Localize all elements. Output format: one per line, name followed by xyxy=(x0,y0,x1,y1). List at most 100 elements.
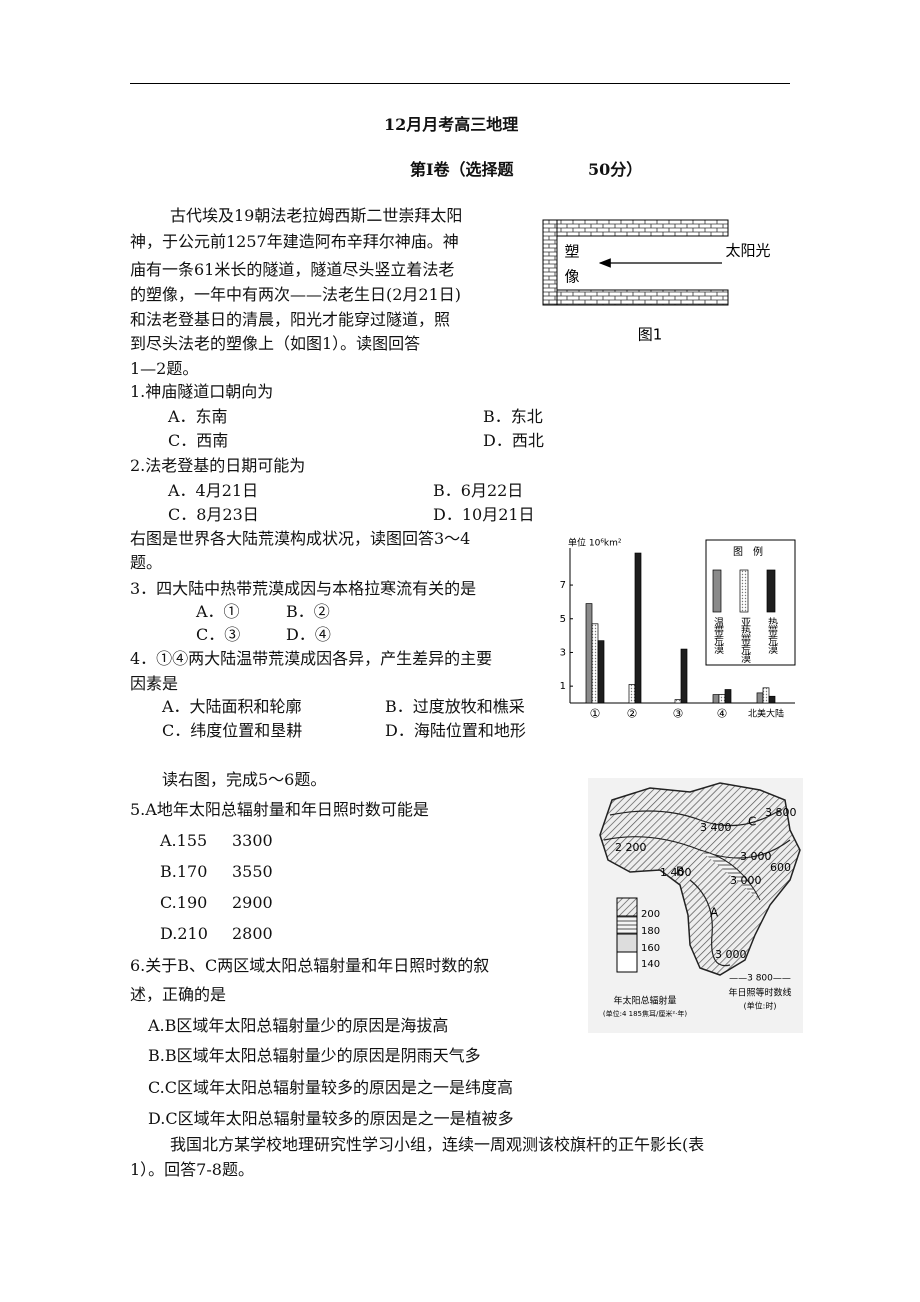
region-label: B xyxy=(676,865,684,879)
isoline xyxy=(689,879,731,967)
y-tick-label: 3 xyxy=(560,647,566,658)
legend-swatch xyxy=(616,933,638,953)
passage-line: 到尽头法老的塑像上（如图1）。读图回答 xyxy=(130,334,421,353)
passage-line: 我国北方某学校地理研究性学习小组，连续一周观测该校旗杆的正午影长(表 xyxy=(170,1135,705,1154)
bar xyxy=(591,623,599,704)
figure-caption: 图1 xyxy=(638,326,663,344)
bar xyxy=(674,699,682,704)
option: C.C区域年太阳总辐射量较多的原因是之一是纬度高 xyxy=(148,1078,514,1097)
question-stem: 述，正确的是 xyxy=(130,985,227,1004)
legend-label: 亚热带荒漠 xyxy=(739,617,751,664)
option-value: 2900 xyxy=(232,893,273,912)
intro: 题。 xyxy=(130,553,163,572)
legend-unit: (单位:4 185焦耳/厘米²·年) xyxy=(603,1009,688,1018)
option: B．东北 xyxy=(483,407,543,426)
legend-swatch xyxy=(616,915,638,935)
option: A．① xyxy=(196,602,240,621)
option-value: 2800 xyxy=(232,924,273,943)
option-value: 3550 xyxy=(232,862,273,881)
option: D.210 xyxy=(160,924,208,943)
option: B.170 xyxy=(160,862,208,881)
passage-line: 和法老登基日的清晨，阳光才能穿过隧道，照 xyxy=(130,310,451,329)
legend-swatch xyxy=(616,951,638,973)
passage-line: 的塑像，一年中有两次——法老生日(2月21日) xyxy=(130,285,462,304)
option: A．大陆面积和轮廓 xyxy=(162,697,302,716)
legend-label: 热带荒漠 xyxy=(766,616,778,655)
section: 第Ⅰ卷（选择题 xyxy=(410,160,514,179)
isoline-label: 3 400 xyxy=(700,821,732,834)
isoline-label: 3 000 xyxy=(730,874,762,887)
option: D．海陆位置和地形 xyxy=(385,721,526,740)
passage-line: 古代埃及19朝法老拉姆西斯二世崇拜太阳 xyxy=(170,206,463,225)
isoline-label: 3 000 xyxy=(740,850,772,863)
passage-line: 1—2题。 xyxy=(130,359,199,378)
y-tick-label: 7 xyxy=(560,580,566,591)
wall xyxy=(542,289,729,306)
y-tick-label: 5 xyxy=(560,614,566,625)
isoline-unit: (单位:时) xyxy=(744,1001,777,1011)
x-tick-label: ④ xyxy=(717,707,728,721)
legend-label: 160 xyxy=(641,943,660,954)
statue-label: 像 xyxy=(564,268,579,286)
region-label: A xyxy=(710,906,719,920)
isoline-label: 1 400 xyxy=(660,866,692,879)
question-stem: 5.A地年太阳总辐射量和年日照时数可能是 xyxy=(130,800,429,819)
isoline-label: 3 000 xyxy=(715,948,747,961)
passage-line: 庙有一条61米长的隧道，隧道尽头竖立着法老 xyxy=(130,260,455,279)
question-stem: 6.关于B、C两区域太阳总辐射量和年日照时数的叙 xyxy=(130,956,490,975)
y-tick-label: 1 xyxy=(560,681,566,692)
isoline-label: 2 200 xyxy=(615,841,647,854)
legend-title: 图 例 xyxy=(733,545,763,558)
question-stem: 4．①④两大陆温带荒漠成因各异，产生差异的主要 xyxy=(130,649,493,668)
legend-swatch xyxy=(712,569,722,613)
figure-1: 塑 像 太阳光 图1 xyxy=(542,219,771,344)
passage-line: 1）。回答7-8题。 xyxy=(130,1160,254,1179)
isoline-sample: ——3 800—— xyxy=(729,974,791,984)
legend-title: 年太阳总辐射量 xyxy=(613,995,676,1007)
legend-swatch xyxy=(739,569,749,613)
intro: 右图是世界各大陆荒漠构成状况，读图回答3～4 xyxy=(130,529,471,548)
africa-map: 3 400 2 200 3 000 1 400 3 800 3 000 600 … xyxy=(588,778,803,1033)
desert-chart: 单位 10⁶km² 图 例 1 3 5 7 ① ② ③ ④ 北美大陆 温带荒漠 亚热带荒漠 热带荒漠 xyxy=(560,537,796,721)
legend-label: 200 xyxy=(641,909,660,920)
option: C．8月23日 xyxy=(168,505,259,524)
option: B．6月22日 xyxy=(433,481,524,500)
question-stem: 1.神庙隧道口朝向为 xyxy=(130,382,274,401)
option-value: 3300 xyxy=(232,831,273,850)
region xyxy=(699,849,761,901)
legend-label: 温带荒漠 xyxy=(712,617,724,655)
bar xyxy=(718,694,726,704)
bar xyxy=(680,648,688,704)
bar xyxy=(585,603,593,704)
bar xyxy=(634,552,642,704)
top-rule xyxy=(130,83,790,84)
question-stem: 3．四大陆中热带荒漠成因与本格拉寒流有关的是 xyxy=(130,579,477,598)
option: A.B区域年太阳总辐射量少的原因是海拔高 xyxy=(148,1016,449,1035)
x-tick-label: ③ xyxy=(673,707,684,721)
x-tick-label: 北美大陆 xyxy=(748,708,784,720)
statue-label: 塑 xyxy=(564,243,579,261)
bar xyxy=(628,684,636,704)
option: C.190 xyxy=(160,893,208,912)
legend-swatch xyxy=(616,897,638,917)
option: B．过度放牧和樵采 xyxy=(385,697,525,716)
intro: 读右图，完成5～6题。 xyxy=(162,770,327,789)
section-score: 50分） xyxy=(588,160,643,179)
bar xyxy=(756,692,764,704)
option: D．西北 xyxy=(483,431,544,450)
option: B.B区域年太阳总辐射量少的原因是阴雨天气多 xyxy=(148,1046,481,1065)
legend-label: 180 xyxy=(641,926,660,937)
option: D．10月21日 xyxy=(433,505,535,524)
x-tick-label: ② xyxy=(627,707,638,721)
wall xyxy=(542,219,558,306)
question-stem: 因素是 xyxy=(130,674,179,693)
option: B．② xyxy=(286,602,330,621)
option: D.C区域年太阳总辐射量较多的原因是之一是植被多 xyxy=(148,1109,514,1128)
option: A．4月21日 xyxy=(168,481,259,500)
isoline-label: 3 800 xyxy=(765,806,797,819)
x-tick-label: ① xyxy=(590,707,601,721)
option: A.155 xyxy=(160,831,208,850)
option: C．纬度位置和垦耕 xyxy=(162,721,303,740)
